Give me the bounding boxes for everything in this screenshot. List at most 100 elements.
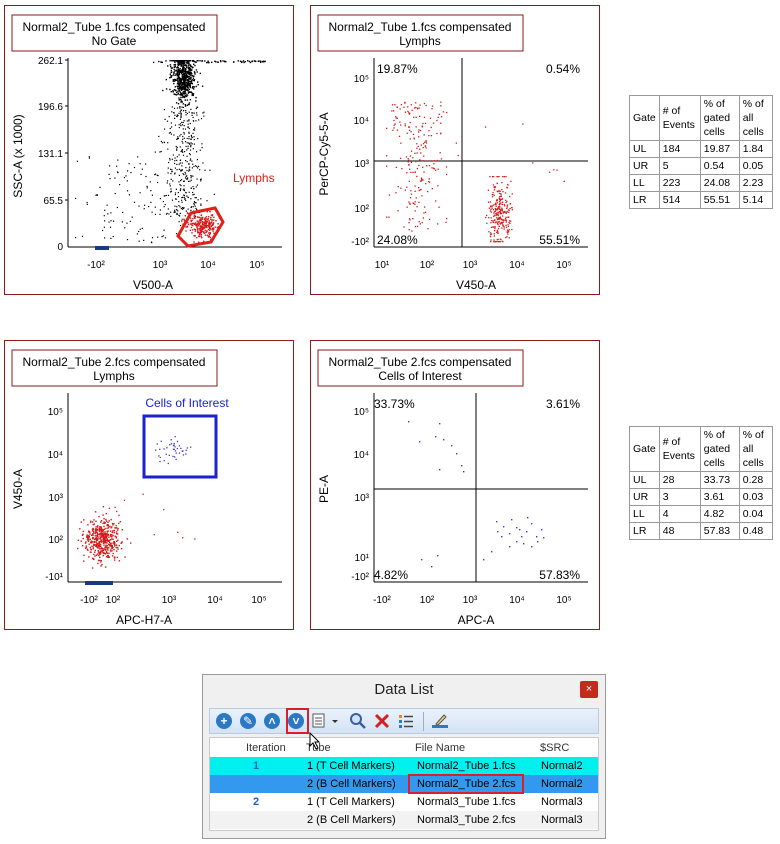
scatter-dot [494, 207, 496, 210]
scatter-dot [212, 224, 214, 226]
scatter-dot [181, 106, 183, 108]
scatter-dot [404, 125, 406, 127]
plot-percp-vs-v450[interactable]: Normal2_Tube 1.fcs compensated Lymphs 10… [310, 5, 600, 295]
scatter-dot [187, 208, 189, 210]
scatter-dot [95, 554, 98, 556]
table-cell: 514 [658, 191, 701, 209]
scatter-dot [180, 113, 182, 115]
scatter-dot [189, 169, 191, 171]
search-button[interactable] [349, 712, 367, 730]
scatter-dot [169, 444, 171, 446]
scatter-dot [164, 195, 166, 197]
scatter-dot [190, 138, 192, 140]
scatter-dot [204, 222, 207, 225]
scatter-dot [178, 124, 180, 126]
scatter-dot [192, 60, 195, 62]
move-up-button[interactable]: ˄ [263, 712, 281, 730]
scatter-dot [181, 140, 183, 143]
scatter-dot [163, 448, 165, 450]
plot-ssc-vs-v500[interactable]: Normal2_Tube 1.fcs compensated No Gate 2… [4, 5, 294, 295]
scatter-dot [178, 445, 181, 447]
add-button[interactable]: + [215, 712, 233, 730]
delete-button[interactable] [373, 712, 391, 730]
scatter-dot [182, 66, 184, 69]
scatter-dot [102, 506, 105, 508]
scatter-dot [499, 217, 501, 220]
scatter-dot [183, 69, 185, 71]
scatter-dot [208, 227, 211, 230]
plot-v450-vs-apch7[interactable]: Normal2_Tube 2.fcs compensated Lymphs 10… [4, 340, 294, 630]
table-row[interactable]: 1 1 (T Cell Markers) Normal2_Tube 1.fcs … [210, 757, 598, 775]
column-header-file-name[interactable]: File Name [415, 742, 466, 754]
scatter-dot [495, 203, 497, 206]
column-header-iteration[interactable]: Iteration [246, 742, 286, 754]
scatter-dot [206, 226, 208, 229]
scatter-dot [263, 61, 265, 63]
scatter-dot [178, 82, 180, 84]
scatter-dot [255, 60, 257, 63]
scatter-dot [196, 184, 198, 186]
x-tick-label: 10⁴ [200, 260, 215, 271]
scatter-dot [176, 77, 179, 80]
copy-dropdown-button[interactable] [330, 712, 340, 730]
scatter-dot [426, 165, 428, 167]
scatter-dot [103, 539, 105, 541]
scatter-dot [163, 109, 165, 111]
scatter-dot [192, 77, 195, 80]
scatter-dot [409, 219, 411, 221]
scatter-dot [407, 106, 409, 108]
move-down-button[interactable]: ˅ [287, 712, 305, 730]
scatter-dot [99, 532, 102, 535]
scatter-dot [486, 214, 488, 217]
scatter-dot [177, 62, 180, 64]
scatter-dot [86, 534, 88, 536]
scatter-dot [415, 106, 417, 109]
scatter-dot [179, 212, 181, 214]
scatter-dot [105, 566, 107, 568]
scatter-dot [105, 534, 107, 536]
table-cell: LR [629, 522, 660, 540]
scatter-dot [212, 230, 214, 232]
scatter-dot [188, 163, 190, 165]
scatter-dot [421, 221, 423, 224]
copy-button[interactable] [311, 712, 329, 730]
lymphs-gate[interactable] [176, 206, 225, 248]
close-button[interactable]: × [580, 681, 598, 698]
scatter-dot [435, 200, 437, 202]
scatter-dot [84, 542, 87, 544]
scatter-dot [94, 535, 96, 537]
list-button[interactable] [397, 712, 415, 730]
edit-button[interactable] [431, 712, 449, 730]
scatter-dot [489, 176, 491, 178]
scatter-dot [217, 61, 219, 63]
scatter-dot [165, 78, 167, 81]
plot-pe-vs-apc[interactable]: Normal2_Tube 2.fcs compensated Cells of … [310, 340, 600, 630]
scatter-dot [499, 222, 501, 224]
table-row[interactable]: 2 1 (T Cell Markers) Normal3_Tube 1.fcs … [210, 793, 598, 811]
scatter-dot [190, 77, 192, 79]
scatter-dot [428, 165, 431, 167]
scatter-dot [419, 159, 421, 161]
data-list-grid[interactable]: Iteration Tube File Name $SRC 1 1 (T Cel… [209, 737, 599, 831]
table-row[interactable]: 2 (B Cell Markers) Normal3_Tube 2.fcs No… [210, 811, 598, 829]
scatter-dot [177, 83, 180, 85]
scatter-dot [90, 540, 92, 543]
column-header-src[interactable]: $SRC [540, 742, 570, 754]
y-tick-label: 131.1 [38, 149, 63, 160]
cells-of-interest-gate[interactable] [142, 414, 218, 479]
scatter-dot [419, 129, 422, 132]
wrench-button[interactable]: ✎ [239, 712, 257, 730]
scatter-dot [90, 548, 92, 550]
scatter-dot [490, 239, 492, 241]
scatter-dot [174, 63, 177, 66]
scatter-dot [171, 126, 173, 128]
data-list-window[interactable]: Data List × + ✎ ˄ ˅ Iteration Tube Fil [202, 674, 606, 839]
scatter-dot [431, 108, 433, 110]
table-row[interactable]: 2 (B Cell Markers) Normal2_Tube 2.fcs No… [210, 775, 598, 793]
scatter-dot [142, 493, 144, 495]
scatter-dot [493, 189, 496, 191]
scatter-dot [187, 126, 190, 128]
scatter-dot [107, 556, 109, 559]
scatter-dot [183, 220, 186, 222]
scatter-dot [416, 147, 418, 149]
